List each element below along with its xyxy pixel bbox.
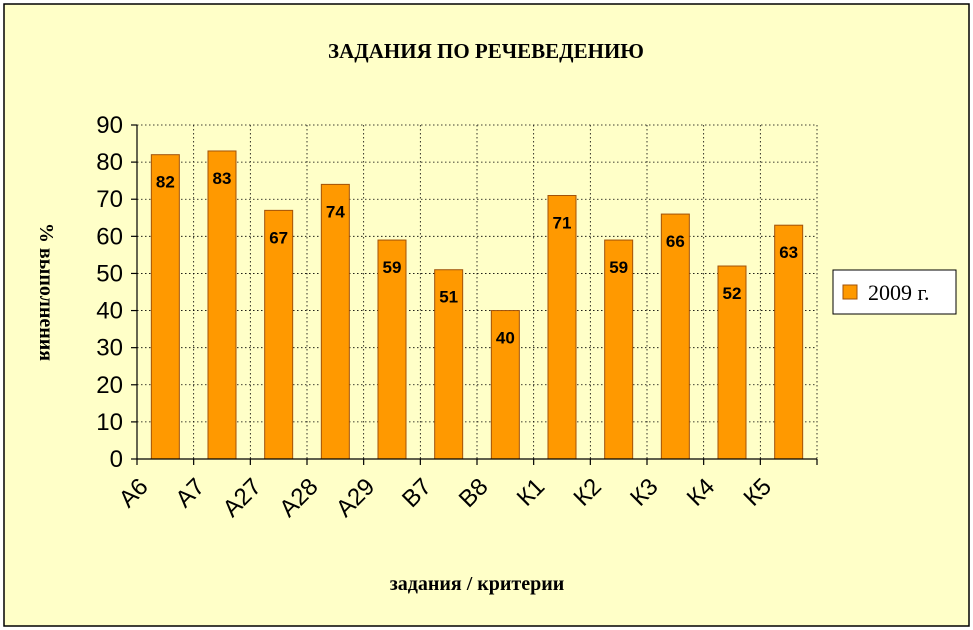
y-tick-label: 40 — [96, 298, 123, 325]
data-label: 67 — [269, 228, 288, 247]
legend-swatch — [842, 284, 858, 300]
bar — [150, 154, 180, 460]
y-tick-label: 90 — [96, 112, 123, 139]
bar — [320, 183, 350, 460]
bars — [150, 150, 804, 460]
data-label: 83 — [213, 169, 232, 188]
bar — [717, 265, 747, 460]
data-label: 59 — [609, 258, 628, 277]
bar — [264, 209, 294, 460]
data-label: 59 — [383, 258, 402, 277]
y-tick-label: 10 — [96, 409, 123, 436]
data-labels: 82 83 67 74 59 51 40 71 59 66 52 63 — [156, 169, 798, 348]
data-label: 63 — [779, 243, 798, 262]
bar — [377, 239, 407, 460]
data-label: 40 — [496, 329, 515, 348]
chart-title: ЗАДАНИЯ ПО РЕЧЕВЕДЕНИЮ — [328, 39, 644, 63]
data-label: 66 — [666, 232, 685, 251]
legend-label: 2009 г. — [868, 280, 930, 305]
y-tick-label: 60 — [96, 223, 123, 250]
data-label: 52 — [723, 284, 742, 303]
data-label: 74 — [326, 202, 345, 221]
y-tick-labels: 0 10 20 30 40 50 60 70 80 90 — [96, 112, 123, 473]
bar — [774, 224, 804, 460]
data-label: 82 — [156, 173, 175, 192]
y-tick-label: 30 — [96, 335, 123, 362]
bar — [660, 213, 690, 460]
y-tick-label: 0 — [110, 446, 123, 473]
bar — [547, 195, 577, 460]
x-axis-title: задания / критерии — [390, 573, 565, 595]
y-tick-label: 20 — [96, 372, 123, 399]
y-tick-label: 50 — [96, 260, 123, 287]
bar — [490, 310, 520, 460]
bar — [207, 150, 237, 460]
y-axis-title: % выполнения — [35, 223, 57, 361]
axes — [131, 124, 818, 465]
legend: 2009 г. — [832, 269, 957, 315]
data-label: 51 — [439, 288, 458, 307]
gridlines — [137, 124, 818, 459]
y-tick-label: 80 — [96, 149, 123, 176]
bar — [434, 269, 464, 460]
chart-background — [3, 3, 970, 627]
y-tick-label: 70 — [96, 186, 123, 213]
data-label: 71 — [553, 214, 572, 233]
